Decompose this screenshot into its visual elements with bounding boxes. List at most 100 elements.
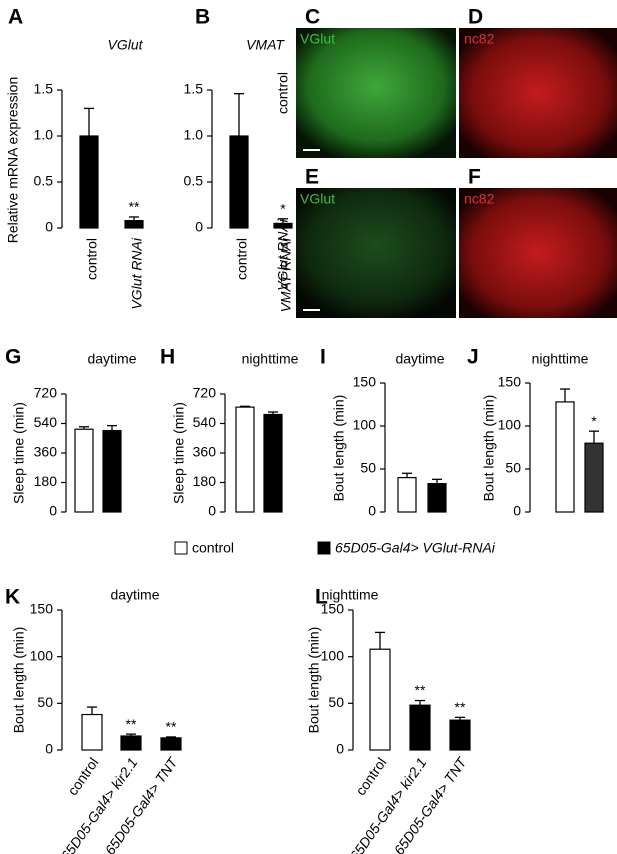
panel-letter: E bbox=[305, 166, 319, 189]
y-tick-label: 1.5 bbox=[184, 81, 204, 97]
micrograph bbox=[459, 28, 617, 158]
bar bbox=[397, 477, 417, 513]
y-tick-label: 180 bbox=[34, 473, 58, 489]
x-tick-label: 65D05-Gal4> kir2.1 bbox=[347, 755, 430, 854]
bar bbox=[120, 735, 142, 751]
row-label: VGlut RNAi bbox=[275, 218, 291, 290]
legend-label: control bbox=[192, 540, 234, 556]
micrograph bbox=[296, 28, 456, 158]
y-tick-label: 50 bbox=[37, 694, 53, 710]
image-label: VGlut bbox=[300, 191, 335, 207]
y-tick-label: 0 bbox=[513, 503, 521, 519]
x-tick-label: control bbox=[352, 755, 389, 799]
bar bbox=[584, 442, 604, 513]
legend-swatch bbox=[317, 541, 331, 555]
significance: ** bbox=[415, 682, 426, 698]
bar bbox=[555, 401, 575, 513]
y-axis-label: Bout length (min) bbox=[331, 395, 347, 502]
y-axis-label: Bout length (min) bbox=[481, 395, 497, 502]
x-tick-label: VMAT RNAi bbox=[278, 237, 294, 312]
y-tick-label: 50 bbox=[328, 694, 344, 710]
y-tick-label: 1.0 bbox=[184, 127, 204, 143]
legend-swatch bbox=[174, 541, 188, 555]
y-tick-label: 150 bbox=[353, 374, 377, 390]
y-tick-label: 0 bbox=[195, 219, 203, 235]
chart-title: nighttime bbox=[322, 587, 379, 603]
y-tick-label: 720 bbox=[193, 385, 217, 401]
bar bbox=[81, 713, 103, 751]
image-label: nc82 bbox=[464, 191, 495, 207]
y-tick-label: 0 bbox=[49, 503, 57, 519]
panel-letter: K bbox=[5, 586, 20, 609]
y-tick-label: 720 bbox=[34, 385, 58, 401]
y-tick-label: 360 bbox=[193, 444, 217, 460]
chart-title: nighttime bbox=[532, 351, 589, 367]
bar bbox=[427, 483, 447, 513]
bar bbox=[409, 704, 431, 751]
y-tick-label: 100 bbox=[353, 417, 377, 433]
y-tick-label: 0 bbox=[208, 503, 216, 519]
panel-letter: D bbox=[468, 6, 483, 29]
bar bbox=[229, 135, 249, 229]
chart-title: daytime bbox=[395, 351, 444, 367]
y-tick-label: 0 bbox=[336, 741, 344, 757]
significance: * bbox=[280, 201, 286, 217]
bar bbox=[124, 220, 144, 229]
x-tick-label: control bbox=[64, 755, 101, 799]
bar bbox=[102, 429, 122, 513]
bar bbox=[235, 406, 255, 513]
y-tick-label: 0 bbox=[45, 219, 53, 235]
panel-letter: J bbox=[467, 346, 479, 369]
y-axis-label: Relative mRNA expression bbox=[5, 77, 21, 244]
panel-letter: I bbox=[320, 346, 326, 369]
bar bbox=[273, 222, 293, 229]
y-tick-label: 0.5 bbox=[184, 173, 204, 189]
significance: ** bbox=[129, 199, 140, 215]
x-tick-label: control bbox=[84, 238, 100, 280]
y-tick-label: 1.5 bbox=[34, 81, 54, 97]
panel-letter: L bbox=[315, 586, 328, 609]
y-tick-label: 1.0 bbox=[34, 127, 54, 143]
y-tick-label: 50 bbox=[360, 460, 376, 476]
bar bbox=[449, 719, 471, 751]
y-tick-label: 50 bbox=[505, 460, 521, 476]
micrograph bbox=[296, 188, 456, 318]
image-label: nc82 bbox=[464, 31, 495, 47]
micrographs bbox=[296, 28, 617, 318]
x-tick-label: control bbox=[234, 238, 250, 280]
y-tick-label: 540 bbox=[34, 414, 58, 430]
significance: ** bbox=[126, 716, 137, 732]
y-axis-label: Sleep time (min) bbox=[11, 402, 27, 504]
chart-title: VMAT bbox=[246, 37, 285, 53]
chart-title: daytime bbox=[110, 587, 159, 603]
y-tick-label: 180 bbox=[193, 473, 217, 489]
x-tick-label: 65D05-Gal4> kir2.1 bbox=[58, 755, 141, 854]
legend-label: 65D05-Gal4> VGlut-RNAi bbox=[335, 540, 496, 556]
bar bbox=[369, 648, 391, 751]
y-tick-label: 100 bbox=[321, 647, 345, 663]
chart-title: daytime bbox=[87, 351, 136, 367]
panel-letter: F bbox=[468, 166, 481, 189]
y-tick-label: 0 bbox=[368, 503, 376, 519]
chart-title: VGlut bbox=[107, 37, 143, 53]
significance: ** bbox=[455, 699, 466, 715]
micrograph bbox=[459, 188, 617, 318]
y-axis-label: Sleep time (min) bbox=[171, 402, 187, 504]
y-tick-label: 0 bbox=[45, 741, 53, 757]
y-axis-label: Bout length (min) bbox=[306, 627, 322, 734]
image-label: VGlut bbox=[300, 31, 335, 47]
x-tick-label: VGlut RNAi bbox=[129, 237, 145, 309]
bar bbox=[160, 737, 182, 751]
chart-title: nighttime bbox=[242, 351, 299, 367]
bar bbox=[263, 413, 283, 513]
panel-letter: A bbox=[8, 6, 23, 29]
significance: * bbox=[591, 413, 597, 429]
y-tick-label: 0.5 bbox=[34, 173, 54, 189]
y-tick-label: 150 bbox=[498, 374, 522, 390]
significance: ** bbox=[166, 719, 177, 735]
panel-letter: H bbox=[160, 346, 175, 369]
x-tick-label: 65D05-Gal4> TNT bbox=[391, 753, 471, 854]
row-label: control bbox=[275, 72, 291, 114]
bar bbox=[79, 135, 99, 229]
y-tick-label: 100 bbox=[498, 417, 522, 433]
